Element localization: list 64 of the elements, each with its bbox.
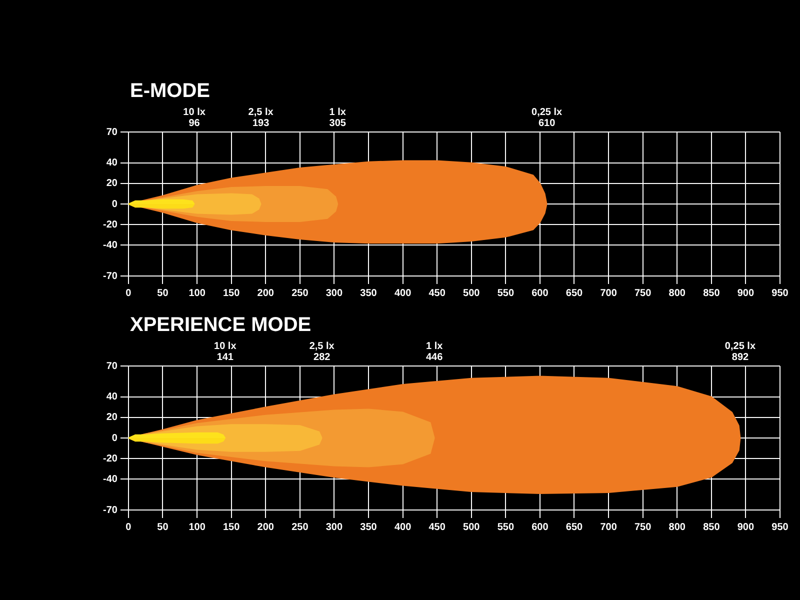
x-tick-label: 750 xyxy=(634,522,652,533)
text: 2,5 lx 193 xyxy=(248,107,274,129)
x-tick-label: 600 xyxy=(532,288,549,299)
x-tick-label: 400 xyxy=(394,522,412,533)
x-tick-label: 150 xyxy=(222,288,240,299)
x-tick-label: 650 xyxy=(566,522,584,533)
x-tick-label: 200 xyxy=(257,288,274,299)
x-tick-label: 850 xyxy=(703,288,720,299)
x-tick-label: 50 xyxy=(157,288,169,299)
y-tick-label: 70 xyxy=(106,126,118,138)
y-tick-label: 20 xyxy=(106,412,118,424)
text: 1 lx 446 xyxy=(426,341,444,363)
y-tick-label: -20 xyxy=(103,453,118,464)
x-tick-label: 700 xyxy=(600,288,618,299)
y-tick-label: 40 xyxy=(106,158,118,169)
x-tick-label: 0 xyxy=(126,522,132,533)
chart-title: XPERIENCE MODE xyxy=(130,314,312,336)
x-tick-label: 250 xyxy=(292,522,309,533)
x-tick-label: 900 xyxy=(737,288,754,299)
x-tick-label: 250 xyxy=(292,288,309,299)
x-tick-label: 900 xyxy=(737,522,754,533)
x-tick-label: 350 xyxy=(360,288,378,299)
x-tick-label: 950 xyxy=(772,522,789,533)
y-tick-label: 0 xyxy=(112,432,118,444)
x-tick-label: 100 xyxy=(188,522,206,533)
y-tick-label: 20 xyxy=(106,178,118,190)
x-tick-label: 400 xyxy=(394,288,412,299)
x-tick-label: 500 xyxy=(463,522,480,533)
x-tick-label: 100 xyxy=(188,288,206,299)
y-tick-label: 0 xyxy=(112,198,118,210)
x-tick-label: 800 xyxy=(668,288,686,299)
x-tick-label: 300 xyxy=(326,288,343,299)
y-tick-label: -40 xyxy=(103,240,118,251)
x-tick-label: 950 xyxy=(772,288,789,299)
x-tick-label: 50 xyxy=(157,522,169,533)
x-tick-label: 650 xyxy=(566,288,584,299)
x-tick-label: 550 xyxy=(497,522,514,533)
x-tick-label: 0 xyxy=(126,288,132,299)
text: 0,25 lx 892 xyxy=(724,341,756,363)
chart-title: E-MODE xyxy=(130,80,211,102)
x-tick-label: 850 xyxy=(703,522,720,533)
text: 10 lx 96 xyxy=(183,107,206,129)
x-tick-label: 350 xyxy=(360,522,378,533)
text: 0,25 lx 610 xyxy=(532,107,563,129)
x-tick-label: 300 xyxy=(326,522,343,533)
y-tick-label: -40 xyxy=(103,474,118,485)
text: 2,5 lx 282 xyxy=(309,341,335,363)
x-tick-label: 550 xyxy=(497,288,514,299)
y-tick-label: -70 xyxy=(103,270,118,282)
x-tick-label: 200 xyxy=(257,522,274,533)
y-tick-label: 40 xyxy=(106,392,118,403)
x-tick-label: 450 xyxy=(428,288,446,299)
y-tick-label: -20 xyxy=(103,219,118,230)
x-tick-label: 600 xyxy=(532,522,549,533)
text: 1 lx 305 xyxy=(329,107,346,129)
x-tick-label: 150 xyxy=(222,522,240,533)
x-tick-label: 500 xyxy=(463,288,480,299)
x-tick-label: 750 xyxy=(634,288,652,299)
x-tick-label: 450 xyxy=(428,522,446,533)
text: 10 lx 141 xyxy=(214,341,237,363)
y-tick-label: -70 xyxy=(103,504,118,516)
x-tick-label: 800 xyxy=(668,522,686,533)
x-tick-label: 700 xyxy=(600,522,618,533)
y-tick-label: 70 xyxy=(106,360,118,372)
